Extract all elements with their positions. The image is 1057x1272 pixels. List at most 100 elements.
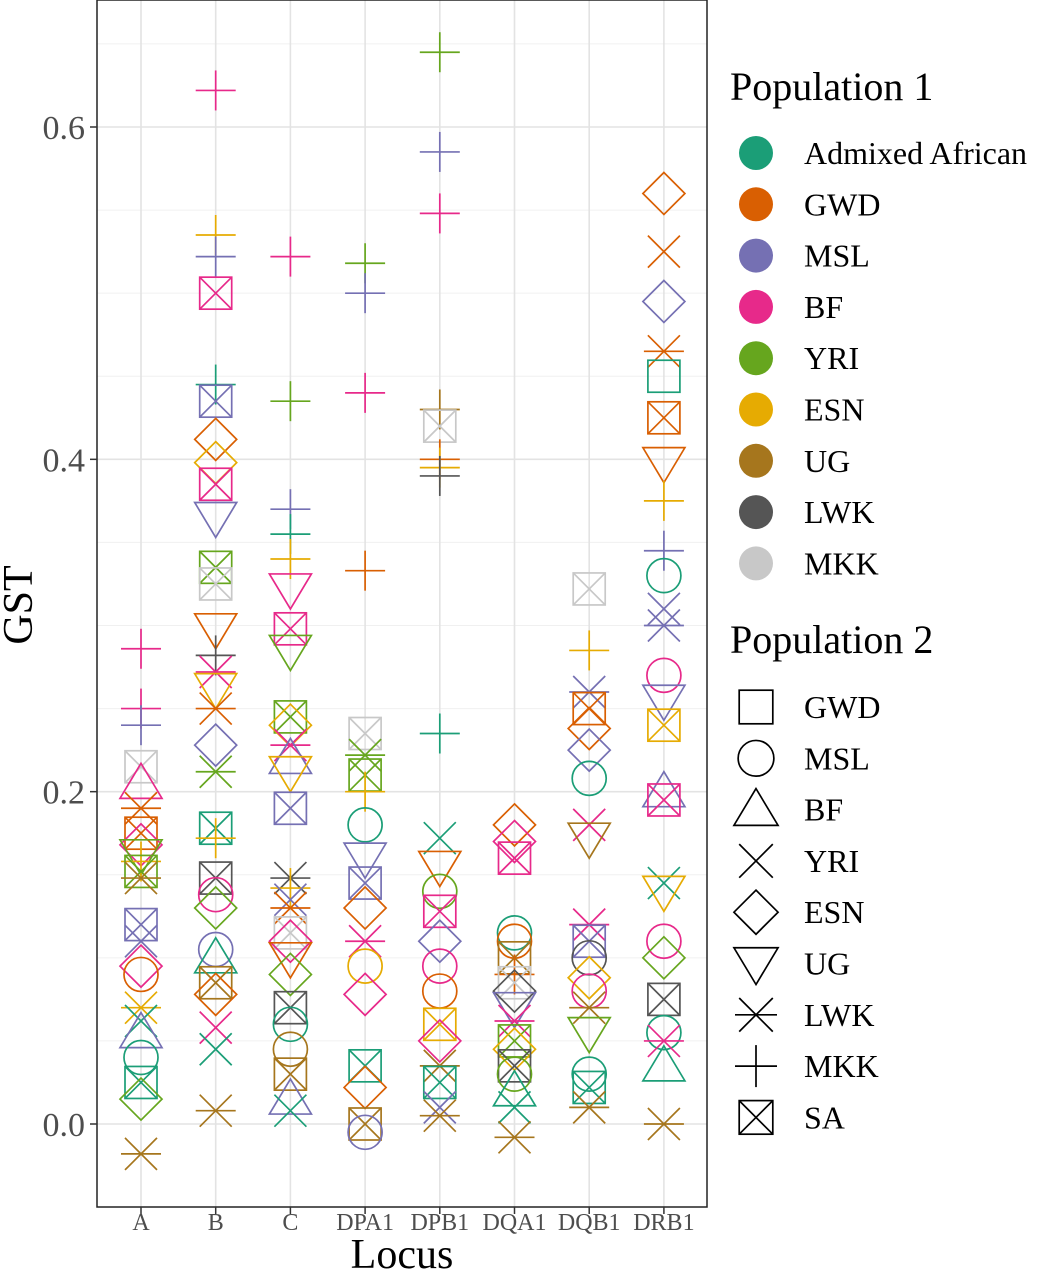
data-point-drb1 [643, 530, 684, 571]
legend-color-key [739, 546, 773, 581]
legend-color-key [739, 341, 773, 376]
data-point-dpa1 [347, 1114, 383, 1151]
data-point-dpa1 [345, 372, 386, 413]
x-tick-label: DPA1 [336, 1210, 394, 1236]
data-point-a [121, 861, 161, 895]
data-point-dqa1 [494, 1120, 535, 1154]
legend-shape-key [732, 946, 780, 987]
data-point-dpb1 [421, 948, 458, 984]
data-point-dpa1 [342, 842, 388, 880]
data-point-drb1 [643, 480, 684, 521]
x-axis: A B C DPA1 DPB1 DQA1 DQB1 DRB1 [132, 1207, 695, 1236]
data-point-drb1 [641, 684, 687, 722]
data-point-b [193, 417, 238, 462]
legend-shape-key [737, 739, 775, 778]
data-point-b [195, 236, 236, 277]
data-point-b [198, 384, 233, 419]
legend-population-2-label: BF [804, 792, 843, 828]
data-point-dpa1 [345, 771, 386, 812]
data-point-dqa1 [497, 1048, 532, 1083]
data-point-b [195, 70, 236, 111]
data-point-dpb1 [419, 1099, 460, 1133]
data-point-dpb1 [419, 713, 460, 754]
data-point-b [193, 722, 238, 768]
data-point-drb1 [647, 359, 681, 394]
data-point-dpa1 [348, 866, 382, 900]
data-point-c [273, 611, 308, 646]
data-point-b [193, 672, 239, 711]
data-point-dpb1 [421, 873, 458, 910]
legend-population-2-label: ESN [804, 894, 864, 930]
data-point-drb1 [647, 400, 681, 435]
data-point-b [195, 755, 236, 789]
y-axis-title: GST [0, 565, 42, 644]
x-tick-label: DQB1 [558, 1210, 621, 1236]
x-tick-label: C [282, 1210, 298, 1236]
data-point-dqa1 [496, 915, 533, 951]
data-point-drb1 [646, 1014, 682, 1051]
data-point-dpa1 [348, 1107, 382, 1141]
data-point-dpb1 [423, 1090, 457, 1124]
data-point-dqa1 [494, 1004, 535, 1038]
data-point-drb1 [641, 875, 687, 914]
data-point-drb1 [646, 657, 682, 694]
data-point-dqa1 [491, 1069, 538, 1107]
data-point-a [123, 1039, 159, 1076]
data-point-dpa1 [342, 972, 388, 1017]
data-point-dqb1 [569, 1090, 610, 1124]
data-point-dpb1 [422, 1007, 457, 1042]
data-point-drb1 [643, 1024, 684, 1058]
legend-color-key [739, 289, 773, 324]
data-point-c [273, 791, 308, 826]
data-point-dqb1 [566, 706, 612, 751]
data-point-b [195, 818, 236, 859]
data-point-c [268, 952, 313, 997]
data-point-a [124, 854, 158, 889]
data-points [118, 32, 687, 1171]
y-tick-label: 0.2 [43, 775, 86, 812]
x-tick-label: DRB1 [633, 1210, 694, 1236]
data-point-dqb1 [569, 630, 610, 671]
data-point-b [195, 655, 236, 689]
data-point-b [195, 691, 236, 726]
data-point-c [273, 883, 308, 917]
data-point-b [198, 965, 233, 1000]
data-point-dqb1 [571, 760, 608, 797]
legend-shape-key [738, 689, 774, 725]
data-point-b [195, 1094, 236, 1128]
y-tick-label: 0.6 [43, 110, 86, 147]
data-point-b [195, 635, 236, 676]
data-point-c [270, 539, 311, 580]
data-point-dqa1 [494, 954, 535, 995]
data-point-drb1 [643, 334, 684, 368]
data-point-dpa1 [345, 273, 386, 314]
y-tick-label: 0.0 [43, 1107, 86, 1144]
data-point-a [118, 838, 164, 877]
data-point-b [198, 276, 233, 311]
x-tick-label: A [132, 1210, 150, 1236]
legend-shape-key [732, 888, 780, 936]
x-tick-label: DPB1 [410, 1210, 469, 1236]
data-point-a [123, 956, 159, 993]
legend-population-2-label: GWD [804, 689, 880, 725]
data-point-dpb1 [417, 850, 463, 889]
data-point-b [198, 467, 233, 502]
plot-panel-border [96, 0, 708, 1208]
data-point-c [267, 634, 313, 673]
data-point-drb1 [641, 446, 687, 485]
data-point-dqa1 [492, 968, 537, 1014]
data-point-dpb1 [417, 1018, 463, 1064]
data-point-a [121, 628, 161, 669]
data-point-c [273, 1057, 308, 1092]
data-point-dpa1 [347, 807, 383, 843]
data-point-b [198, 567, 233, 601]
data-point-dpa1 [345, 550, 386, 591]
data-point-c [273, 700, 308, 734]
y-axis: 0.0 0.2 0.4 0.6 [43, 110, 97, 1144]
data-point-dpa1 [342, 885, 388, 931]
legend-population-1-label: BF [804, 289, 843, 325]
legend-population-1-label: GWD [804, 186, 880, 222]
legend-population-1-label: Admixed African [804, 135, 1027, 171]
data-point-dpb1 [419, 193, 460, 234]
data-point-drb1 [643, 1107, 684, 1141]
